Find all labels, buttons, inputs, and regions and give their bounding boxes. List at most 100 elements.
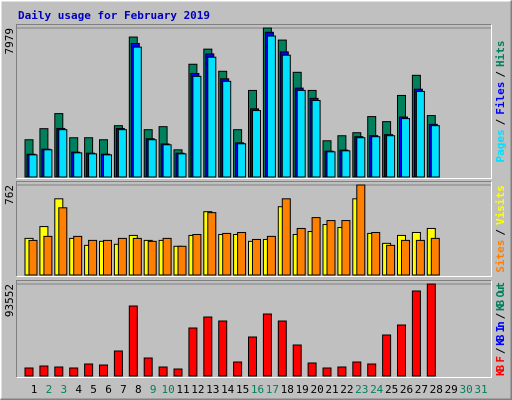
x-tick-label: 24	[370, 383, 384, 396]
bar	[281, 54, 291, 178]
bar	[281, 198, 291, 276]
x-tick-label: 15	[236, 383, 249, 396]
x-tick-label: 20	[310, 383, 323, 396]
x-tick-label: 18	[281, 383, 294, 396]
bar	[371, 136, 381, 178]
x-tick-label: 16	[251, 383, 264, 396]
legend-entry: Pages	[494, 129, 507, 162]
x-tick-label: 26	[400, 383, 413, 396]
x-tick-label: 12	[191, 383, 204, 396]
bar	[132, 46, 142, 178]
bar	[162, 144, 172, 178]
bar	[147, 139, 157, 178]
x-tick-label: 13	[206, 383, 219, 396]
panel-shadow	[16, 24, 492, 179]
bar	[24, 367, 34, 377]
bar	[307, 362, 317, 377]
bar	[143, 357, 153, 377]
bar	[177, 245, 187, 276]
bar	[117, 129, 127, 178]
legend-separator: /	[494, 229, 507, 236]
bar	[207, 56, 217, 178]
bar	[237, 143, 247, 178]
bar	[39, 365, 49, 377]
bar	[177, 153, 187, 178]
x-tick-label: 14	[221, 383, 235, 396]
bar	[252, 238, 261, 276]
bar	[128, 305, 138, 377]
bar	[173, 368, 183, 377]
x-tick-label: 10	[161, 383, 174, 396]
bar	[28, 154, 38, 178]
bar	[54, 366, 64, 377]
x-tick-label: 7	[120, 383, 127, 396]
chart-title: Daily usage for February 2019	[18, 9, 210, 22]
x-tick-label: 27	[415, 383, 428, 396]
bar	[207, 212, 217, 276]
x-tick-label: 9	[150, 383, 157, 396]
bar	[262, 313, 272, 377]
bar	[162, 237, 172, 276]
legend-entry: KB In	[494, 321, 507, 345]
bar	[386, 135, 396, 178]
x-tick-label: 4	[75, 383, 82, 396]
bar	[386, 244, 396, 276]
bar	[203, 316, 213, 377]
x-tick-label: 3	[60, 383, 67, 396]
bar	[158, 366, 168, 377]
x-tick-label: 31	[474, 383, 487, 396]
bar	[192, 75, 202, 178]
x-tick-label: 1	[31, 383, 38, 396]
bar	[43, 149, 53, 178]
bar	[192, 233, 202, 276]
x-tick-label: 28	[430, 383, 443, 396]
bar	[222, 80, 232, 178]
bar	[277, 320, 287, 377]
legend-entry: Files	[494, 82, 507, 115]
bar	[188, 327, 198, 377]
bar	[113, 350, 123, 377]
bar	[43, 235, 53, 276]
bar	[73, 235, 83, 276]
bar	[266, 235, 276, 276]
legend-entry: KB Out	[494, 282, 507, 311]
x-tick-label: 22	[340, 383, 353, 396]
bar	[415, 90, 425, 178]
bar	[401, 118, 410, 178]
legend-entry: Visits	[494, 185, 507, 225]
y-tick-label: 762	[3, 185, 16, 205]
bar	[233, 361, 243, 377]
x-tick-label: 30	[459, 383, 472, 396]
y-tick-label: 93552	[3, 284, 16, 317]
legend: Sites / Visits	[494, 185, 507, 273]
bar	[430, 237, 440, 276]
bar	[311, 217, 321, 276]
panel-shadow	[16, 280, 492, 378]
bar	[356, 184, 366, 276]
bar	[426, 283, 436, 377]
bar	[430, 125, 440, 178]
bar	[58, 207, 68, 276]
x-tick-label: 11	[176, 383, 189, 396]
legend: KB F/KB In/KB Out	[494, 282, 507, 376]
legend-separator: /	[494, 312, 507, 319]
bar	[292, 344, 302, 377]
bar	[58, 129, 68, 178]
bar	[322, 367, 332, 377]
bar	[352, 361, 362, 377]
bar	[218, 320, 228, 377]
bar	[382, 334, 392, 377]
x-tick-label: 8	[135, 383, 142, 396]
bar	[84, 363, 94, 377]
bar	[117, 237, 127, 276]
panel-shadow	[16, 181, 492, 277]
panel-light	[16, 181, 492, 277]
bar	[103, 239, 112, 276]
x-tick-label: 25	[385, 383, 398, 396]
legend: Pages / Files / Hits	[494, 41, 507, 163]
legend-entry: Sites	[494, 240, 507, 273]
bar	[99, 364, 108, 377]
panel-light	[16, 280, 492, 378]
